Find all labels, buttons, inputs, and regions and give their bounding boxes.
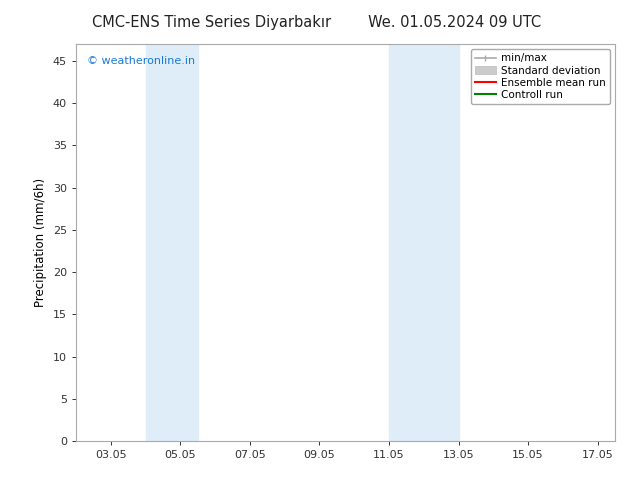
- Text: CMC-ENS Time Series Diyarbakır        We. 01.05.2024 09 UTC: CMC-ENS Time Series Diyarbakır We. 01.05…: [93, 15, 541, 30]
- Text: © weatheronline.in: © weatheronline.in: [87, 56, 195, 66]
- Bar: [389, 44, 458, 441]
- Legend: min/max, Standard deviation, Ensemble mean run, Controll run: min/max, Standard deviation, Ensemble me…: [470, 49, 610, 104]
- Bar: [146, 44, 198, 441]
- Y-axis label: Precipitation (mm/6h): Precipitation (mm/6h): [34, 178, 48, 307]
